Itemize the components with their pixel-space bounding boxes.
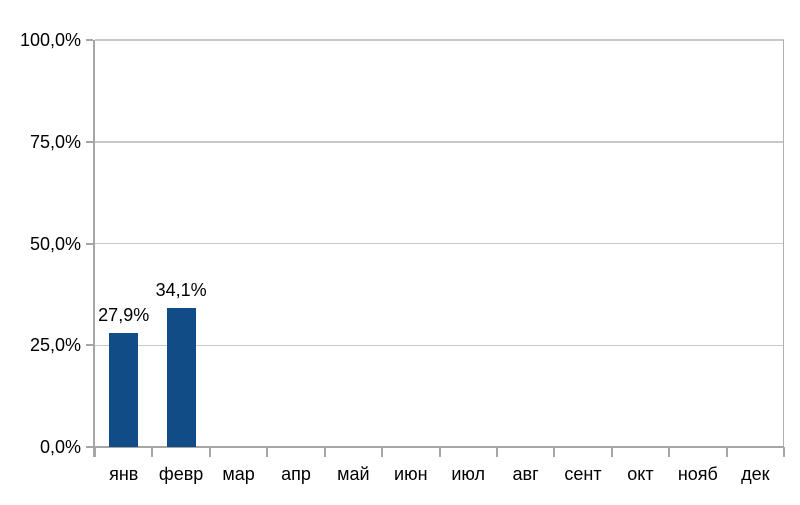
y-axis-line — [93, 40, 95, 457]
x-axis-label: апр — [281, 464, 311, 484]
x-axis-label: сент — [564, 464, 602, 484]
x-axis-label: мар — [222, 464, 255, 484]
x-axis-tick — [94, 447, 96, 457]
y-axis-tick — [86, 140, 93, 143]
bar-data-label: 34,1% — [155, 280, 207, 301]
x-axis-label: нояб — [677, 464, 718, 484]
y-axis-label: 25,0% — [29, 335, 81, 356]
x-axis-label: дек — [741, 464, 770, 484]
gridline — [95, 39, 784, 41]
x-axis-label: июл — [451, 464, 486, 484]
bar — [166, 308, 196, 447]
x-axis-tick — [610, 447, 613, 457]
plot-right-border — [782, 40, 784, 457]
bar — [109, 333, 139, 447]
x-axis-label: июн — [394, 464, 428, 484]
x-axis-tick — [553, 447, 556, 457]
x-axis-tick — [438, 447, 441, 457]
y-axis-label: 75,0% — [29, 131, 81, 152]
y-axis-label: 50,0% — [29, 233, 81, 254]
y-axis-tick — [86, 446, 93, 448]
x-axis-tick — [323, 447, 326, 457]
x-axis-tick — [495, 447, 498, 457]
gridline — [95, 242, 784, 245]
y-axis-label: 100,0% — [19, 30, 81, 50]
x-axis-tick — [208, 447, 211, 457]
y-axis-tick — [86, 242, 93, 245]
y-axis-tick — [86, 39, 93, 41]
x-axis-tick — [266, 447, 269, 457]
x-axis-tick — [151, 447, 154, 457]
x-axis-label: май — [337, 464, 370, 484]
gridline — [95, 141, 784, 143]
x-axis-label: авг — [512, 464, 539, 484]
x-axis-label: янв — [109, 464, 139, 484]
y-axis-tick — [86, 344, 93, 347]
gridline — [95, 344, 784, 346]
x-axis-label: окт — [627, 464, 654, 484]
x-axis-tick — [725, 447, 728, 457]
x-axis-label: февр — [158, 464, 204, 484]
x-axis-tick — [381, 447, 384, 457]
bar-data-label: 27,9% — [98, 305, 150, 326]
x-axis-tick — [783, 447, 785, 457]
y-axis-label: 0,0% — [39, 437, 81, 457]
x-axis-tick — [668, 447, 671, 457]
